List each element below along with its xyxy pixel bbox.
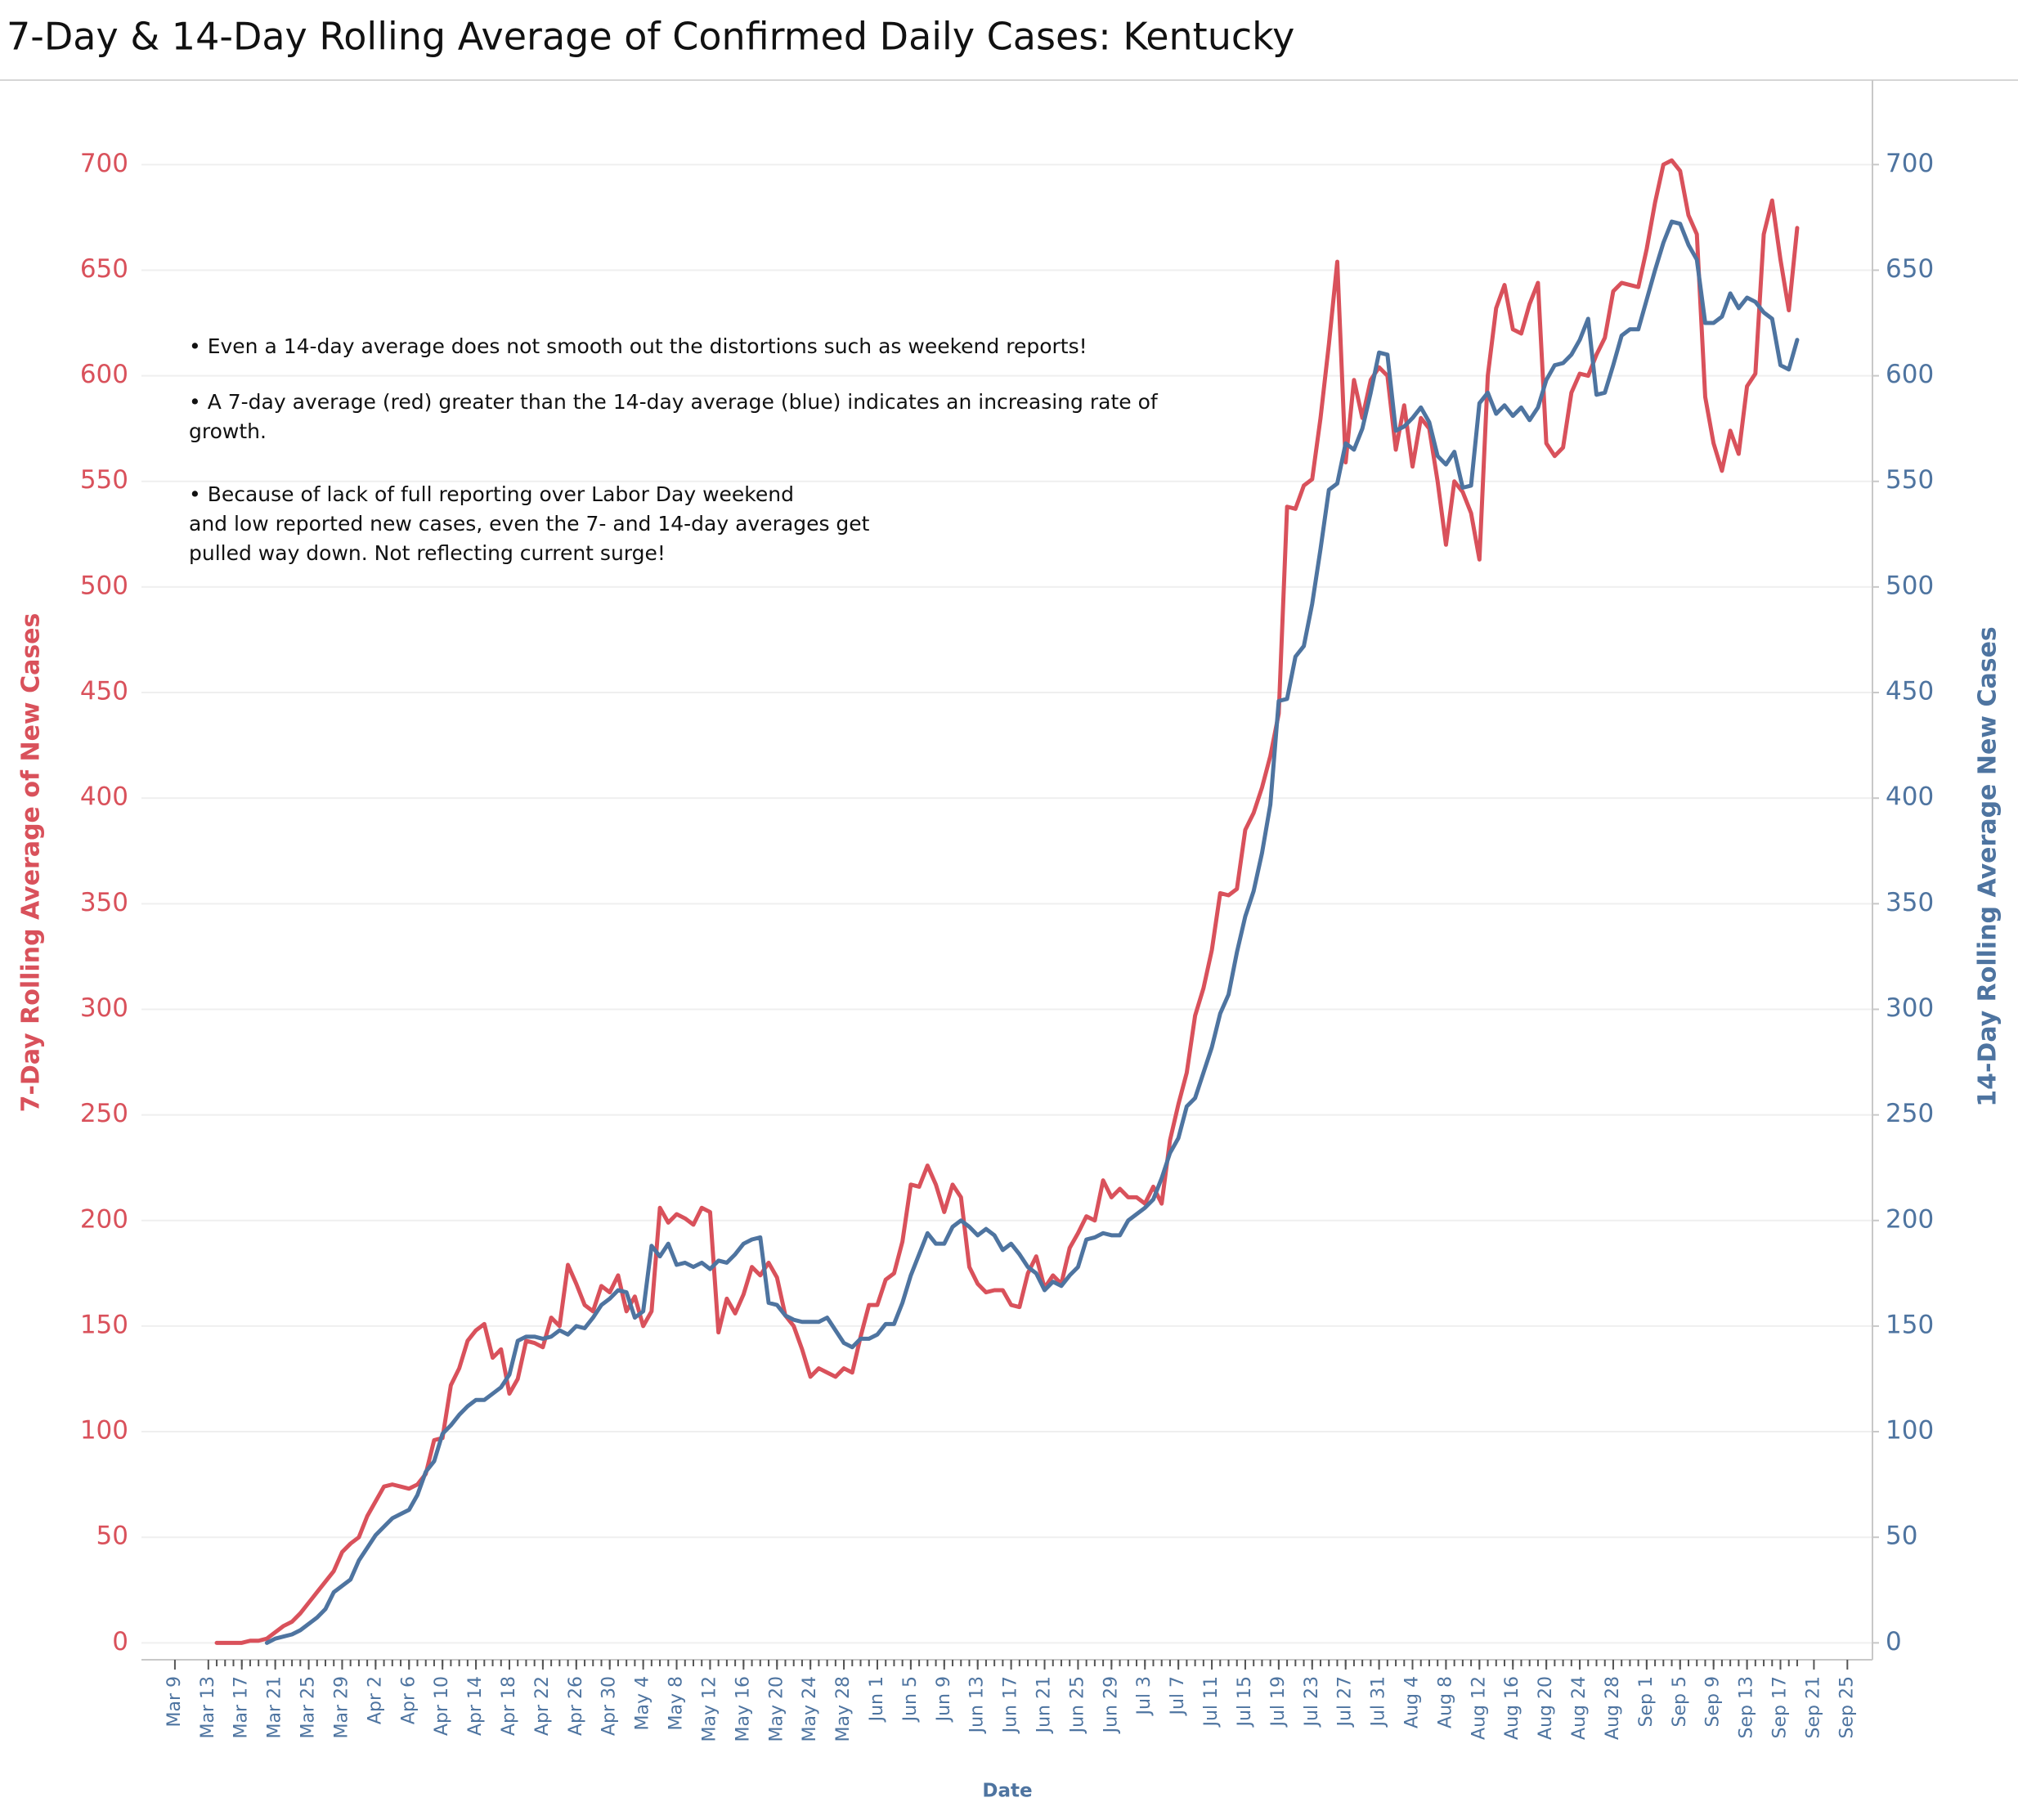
y-tick-label: 300 [80,993,128,1023]
y2-tick-label: 300 [1886,993,1934,1023]
x-tick-label: Jun 21 [1034,1676,1055,1734]
y-tick-label: 400 [80,782,128,812]
x-tick-label: Jul 11 [1201,1676,1222,1728]
x-tick-label: May 20 [766,1676,787,1742]
x-tick-label: Jul 31 [1369,1676,1389,1728]
y-axis-title: 7-Day Rolling Average of New Cases [17,613,46,1113]
x-tick-label: Mar 13 [198,1676,218,1739]
x-tick-label: Apr 30 [599,1676,620,1736]
annotation: • Because of lack of full reporting over… [189,482,794,506]
x-tick-label: Jul 19 [1268,1676,1289,1728]
annotation: pulled way down. Not reflecting current … [189,541,666,565]
y2-tick-label: 150 [1886,1310,1934,1339]
x-tick-label: Jul 27 [1335,1676,1356,1728]
y2-tick-label: 0 [1886,1627,1902,1656]
series-line [264,219,1800,1645]
x-tick-label: Jun 17 [1001,1676,1021,1734]
y-tick-label: 350 [80,888,128,917]
x-tick-label: Apr 26 [566,1676,586,1736]
y2-tick-label: 400 [1886,782,1934,812]
x-tick-label: Sep 5 [1670,1676,1690,1727]
x-tick-label: Apr 10 [432,1676,452,1736]
x-tick-label: Sep 13 [1737,1676,1757,1738]
x-tick-label: Jun 25 [1067,1676,1087,1734]
annotation: • A 7-day average (red) greater than the… [189,390,1159,414]
x-tick-label: Jul 23 [1302,1676,1322,1728]
x-tick-label: May 12 [699,1676,720,1742]
x-tick-label: Aug 24 [1569,1676,1590,1740]
y-tick-label: 100 [80,1416,128,1446]
x-tick-label: May 4 [633,1676,653,1730]
y2-tick-label: 650 [1886,254,1934,284]
y-tick-label: 250 [80,1099,128,1128]
annotation: and low reported new cases, even the 7- … [189,512,870,536]
y2-tick-label: 350 [1886,888,1934,917]
x-tick-label: Apr 22 [532,1676,553,1736]
annotation: • Even a 14-day average does not smooth … [189,334,1087,358]
x-tick-label: Sep 21 [1803,1676,1823,1738]
x-tick-label: May 16 [733,1676,753,1742]
y2-tick-label: 500 [1886,571,1934,600]
x-tick-label: Mar 17 [231,1676,252,1739]
y2-axis-title: 14-Day Rolling Average New Cases [1974,626,2002,1107]
x-axis-title: Date [982,1781,1032,1802]
x-tick-label: Jul 3 [1134,1676,1155,1717]
y-tick-label: 550 [80,465,128,495]
x-tick-label: Mar 21 [265,1676,285,1739]
x-tick-label: Jun 13 [967,1676,988,1734]
x-tick-label: Jun 5 [900,1676,921,1723]
x-tick-label: Aug 16 [1502,1676,1522,1740]
x-tick-label: Jun 1 [867,1676,887,1723]
y2-tick-label: 200 [1886,1204,1934,1234]
y2-tick-label: 700 [1886,149,1934,178]
x-tick-label: May 28 [833,1676,854,1742]
x-tick-label: Aug 28 [1603,1676,1623,1740]
y-tick-label: 700 [80,149,128,178]
x-tick-label: Mar 25 [298,1676,319,1739]
y2-tick-label: 50 [1886,1522,1917,1551]
x-tick-label: Jul 15 [1235,1676,1255,1728]
y2-tick-label: 550 [1886,465,1934,495]
series-line [214,158,1800,1645]
x-tick-label: May 8 [666,1676,687,1730]
x-tick-label: Mar 9 [164,1676,185,1728]
x-tick-label: Sep 17 [1770,1676,1791,1738]
y-tick-label: 600 [80,360,128,389]
y-tick-label: 450 [80,677,128,706]
y-tick-label: 200 [80,1204,128,1234]
x-tick-label: Apr 2 [365,1676,385,1724]
x-tick-label: Aug 12 [1469,1676,1489,1740]
x-tick-label: Apr 18 [499,1676,519,1736]
x-tick-label: Aug 4 [1402,1676,1423,1728]
y2-tick-label: 100 [1886,1416,1934,1446]
x-tick-label: Jun 9 [934,1676,954,1723]
x-tick-label: Apr 14 [465,1676,486,1736]
y-tick-label: 650 [80,254,128,284]
y-tick-label: 50 [96,1522,128,1551]
x-tick-label: Sep 1 [1636,1676,1657,1727]
x-tick-label: Mar 29 [331,1676,352,1739]
y2-tick-label: 250 [1886,1099,1934,1128]
x-tick-label: Aug 8 [1435,1676,1455,1728]
y2-tick-label: 600 [1886,360,1934,389]
y2-tick-label: 450 [1886,677,1934,706]
x-tick-label: Jun 29 [1101,1676,1121,1734]
y-tick-label: 500 [80,571,128,600]
chart-title: 7-Day & 14-Day Rolling Average of Confir… [7,15,1294,59]
annotation: growth. [189,419,267,443]
x-tick-label: Aug 20 [1536,1676,1556,1740]
x-tick-label: Apr 6 [398,1676,419,1724]
x-tick-label: May 24 [800,1676,820,1742]
x-tick-label: Sep 9 [1703,1676,1724,1727]
y-tick-label: 0 [112,1627,128,1656]
x-tick-label: Jul 7 [1168,1676,1188,1717]
x-tick-label: Sep 25 [1836,1676,1857,1738]
y-tick-label: 150 [80,1310,128,1339]
